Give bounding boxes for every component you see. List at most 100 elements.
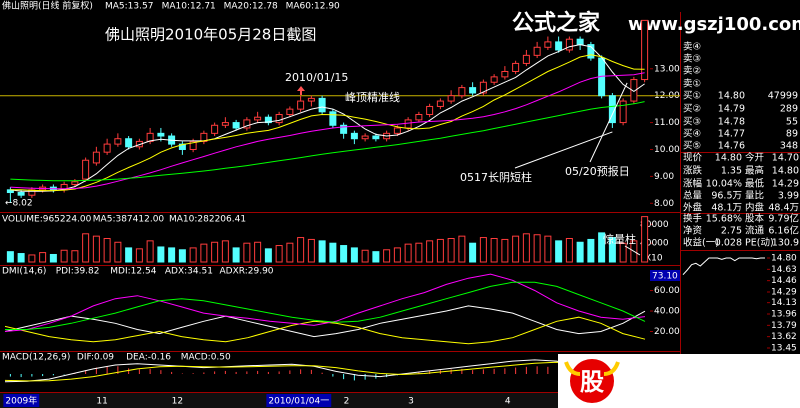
logo-horns bbox=[564, 361, 620, 376]
panel-title: DMI(14,6) bbox=[2, 267, 46, 277]
legend-entry: MA20:12.78 bbox=[224, 2, 278, 12]
volume-bar bbox=[372, 251, 380, 263]
volume-bar bbox=[275, 245, 283, 263]
candle-body bbox=[275, 114, 283, 124]
legend-entry: MA5:13.57 bbox=[105, 2, 153, 12]
stat-label: PE(动) bbox=[745, 238, 774, 249]
watermark-name: 公式之家 bbox=[512, 10, 601, 36]
candle-body bbox=[533, 46, 541, 56]
annotation: 惊量柱 bbox=[603, 232, 636, 246]
candle-body bbox=[103, 143, 111, 153]
volume-bar bbox=[447, 238, 455, 263]
volume-bar bbox=[232, 247, 240, 263]
volume-bar bbox=[329, 242, 337, 263]
stat-value: 1.35 bbox=[721, 166, 742, 177]
volume-bar bbox=[565, 238, 573, 263]
marker-arrow bbox=[297, 86, 305, 95]
volume-bar bbox=[125, 247, 133, 263]
y-tick-label: 40000 bbox=[640, 239, 669, 249]
stat-label: 股本 bbox=[745, 213, 765, 225]
sell-label: 卖④ bbox=[683, 42, 701, 53]
volume-bar bbox=[544, 235, 552, 263]
volume-bar bbox=[404, 243, 412, 263]
logo-char: 股 bbox=[580, 368, 604, 396]
annotation: 05/20预报日 bbox=[565, 164, 630, 178]
volume-bar bbox=[39, 252, 47, 263]
volume-bar bbox=[598, 232, 606, 263]
volume-bar bbox=[6, 251, 14, 263]
buy-label: 买② bbox=[683, 104, 701, 115]
volume-bar bbox=[415, 242, 423, 263]
ma-line bbox=[10, 54, 645, 192]
stat-value: 2.75 bbox=[721, 226, 742, 237]
stat-label: 涨幅 bbox=[683, 178, 703, 190]
buy-volume: 348 bbox=[780, 141, 798, 152]
legend-entry: DEA:-0.16 bbox=[126, 353, 171, 363]
stat-label: 流通 bbox=[745, 225, 765, 237]
y-tick-label: 13.00 bbox=[654, 64, 680, 74]
y-tick-label: 14.80 bbox=[771, 254, 797, 264]
volume-bar bbox=[533, 234, 541, 263]
watermark-url: www.gszj100.com bbox=[628, 14, 800, 35]
panel-subtitle: MA5:387412.00 bbox=[93, 215, 165, 225]
candle-body bbox=[329, 111, 337, 126]
stat-value: 48.4万 bbox=[768, 203, 799, 214]
volume-bar bbox=[340, 245, 348, 263]
volume-bar bbox=[522, 233, 530, 263]
volume-bar bbox=[28, 254, 36, 263]
legend-entry: ADXR:29.90 bbox=[220, 267, 274, 277]
candle-body bbox=[221, 122, 229, 126]
logo-name: 公式之家 bbox=[648, 358, 733, 382]
legend-entry: MACD:0.50 bbox=[181, 353, 231, 363]
volume-bar bbox=[608, 237, 616, 263]
date-highlight bbox=[3, 394, 40, 407]
volume-bar bbox=[135, 248, 143, 263]
stat-label: 净资 bbox=[683, 225, 703, 237]
ma-line bbox=[10, 101, 645, 182]
stat-value: 0.028 bbox=[715, 238, 742, 249]
panel-title: VOLUME:965224.00 bbox=[2, 215, 92, 225]
candle-body bbox=[189, 140, 197, 150]
legend-entry: MA10:12.71 bbox=[162, 2, 216, 12]
annotation: 峰顶精准线 bbox=[345, 90, 400, 104]
buy-price: 14.78 bbox=[718, 117, 745, 128]
volume-bar bbox=[501, 238, 509, 263]
candle-body bbox=[254, 116, 262, 121]
candle-body bbox=[17, 192, 25, 196]
date-label: 2010/01/04一 bbox=[268, 397, 329, 407]
candle-body bbox=[415, 114, 423, 121]
candle-body bbox=[157, 132, 165, 137]
volume-bar bbox=[254, 241, 262, 263]
annotation: 0517长阴短柱 bbox=[460, 170, 532, 184]
panel-borders bbox=[0, 12, 800, 393]
date-label: 11 bbox=[96, 397, 107, 407]
candle-body bbox=[447, 95, 455, 102]
legend-entry: PDI:39.82 bbox=[56, 267, 100, 277]
volume-bar bbox=[168, 247, 176, 263]
chart-title: 佛山照明2010年05月28日截图 bbox=[105, 26, 316, 44]
stat-value: 14.80 bbox=[715, 153, 742, 164]
volume-bar bbox=[286, 242, 294, 263]
stat-label: 总量 bbox=[683, 190, 703, 202]
candle-body bbox=[469, 87, 477, 94]
candle-body bbox=[264, 116, 272, 124]
volume-bar bbox=[92, 235, 100, 263]
volume-bar bbox=[383, 249, 391, 263]
buy-volume: 55 bbox=[786, 117, 798, 128]
candle-body bbox=[404, 119, 412, 129]
volume-bar bbox=[71, 250, 79, 263]
volume-bar bbox=[479, 237, 487, 263]
candle-body bbox=[71, 181, 79, 185]
stat-value: 14.70 bbox=[772, 153, 799, 164]
candle-body bbox=[426, 105, 434, 116]
legend-entry: DIF:0.09 bbox=[77, 353, 114, 363]
stat-label: 涨跌 bbox=[683, 165, 703, 177]
stat-value: 96.5万 bbox=[711, 191, 742, 202]
volume-bar bbox=[469, 242, 477, 263]
candle-body bbox=[318, 97, 326, 113]
volume-bar bbox=[146, 240, 154, 263]
volume-bar bbox=[587, 238, 595, 263]
y-tick-label: 14.63 bbox=[771, 265, 797, 275]
